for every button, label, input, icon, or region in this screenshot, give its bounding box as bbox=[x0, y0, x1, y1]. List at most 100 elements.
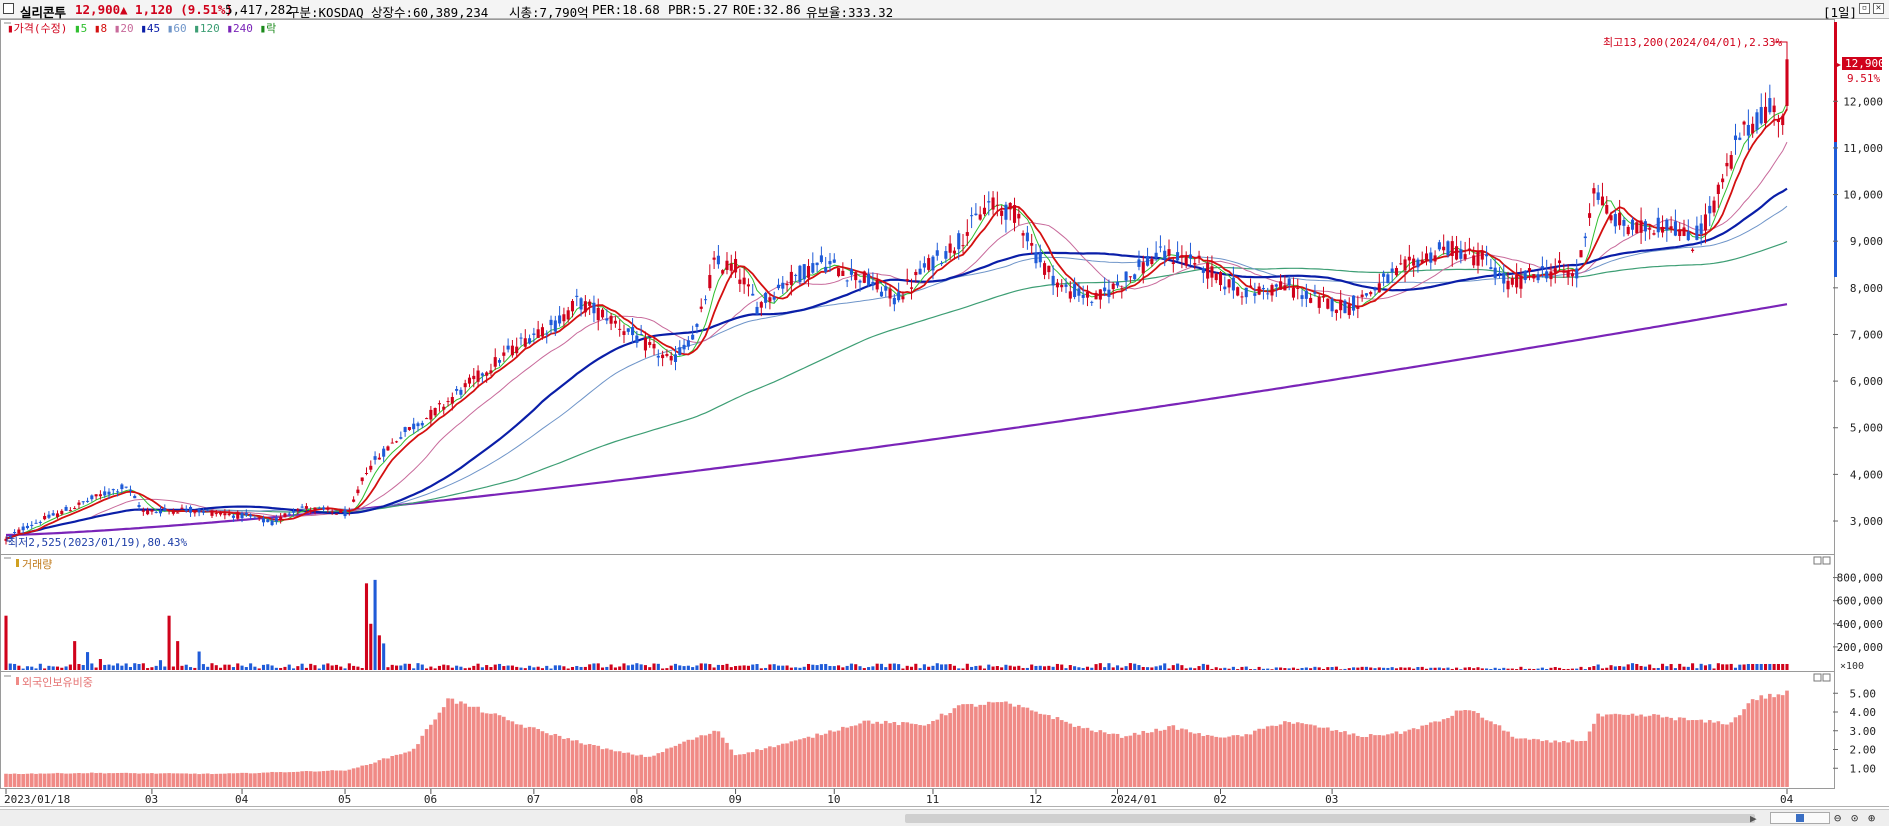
volume-bar bbox=[296, 666, 300, 670]
volume-bar bbox=[1184, 668, 1188, 670]
foreign-ratio-bar bbox=[25, 773, 30, 787]
legend-item[interactable]: ▮240 bbox=[220, 22, 253, 35]
foreign-ratio-bar bbox=[1180, 728, 1184, 787]
foreign-ratio-bar bbox=[407, 751, 412, 787]
restore-button[interactable]: ▫ bbox=[1859, 3, 1870, 14]
close-button[interactable]: ✕ bbox=[1873, 3, 1884, 14]
legend-item[interactable]: ▮5 bbox=[67, 22, 87, 35]
volume-bar bbox=[1502, 667, 1506, 670]
candle-body bbox=[1240, 296, 1244, 298]
volume-bar bbox=[433, 668, 437, 670]
volume-bar bbox=[360, 667, 364, 670]
legend-item[interactable]: ▮45 bbox=[134, 22, 161, 35]
candle-body bbox=[1163, 250, 1167, 260]
volume-bar bbox=[1764, 663, 1768, 670]
volume-bar bbox=[429, 666, 433, 670]
volume-bar bbox=[957, 668, 961, 670]
candle-body bbox=[871, 281, 875, 286]
foreign-panel-max-button[interactable] bbox=[1813, 673, 1822, 682]
volume-bar bbox=[1064, 668, 1068, 670]
zoom-fit-icon[interactable]: ⊙ bbox=[1851, 811, 1859, 825]
zoom-slider[interactable] bbox=[1770, 812, 1830, 824]
volume-bar bbox=[1386, 667, 1390, 670]
candle-body bbox=[1669, 226, 1673, 229]
candle-body bbox=[1154, 252, 1158, 258]
candle-body bbox=[755, 306, 759, 315]
foreign-ratio-bar bbox=[1446, 718, 1450, 787]
volume-bar bbox=[635, 663, 639, 670]
volume-bar bbox=[30, 666, 34, 670]
legend-item[interactable]: ▮60 bbox=[160, 22, 187, 35]
candle-body bbox=[1360, 294, 1364, 297]
legend-item[interactable]: ▮가격(수정) bbox=[7, 22, 67, 35]
foreign-ratio-bar bbox=[278, 771, 283, 787]
volume-bar bbox=[403, 663, 407, 670]
foreign-ratio-bar bbox=[965, 704, 970, 787]
legend-item[interactable]: ▮120 bbox=[187, 22, 220, 35]
zoom-knob[interactable] bbox=[1796, 814, 1804, 822]
foreign-ratio-bar bbox=[819, 735, 824, 787]
foreign-panel-close-button[interactable] bbox=[1822, 673, 1831, 682]
zoom-in-icon[interactable]: ⊕ bbox=[1868, 811, 1876, 825]
ma60-line bbox=[5, 205, 1788, 540]
volume-bar bbox=[322, 664, 326, 670]
candle-body bbox=[128, 489, 132, 491]
stock-chart[interactable]: ▮가격(수정) ▮5 ▮8 ▮20 ▮45 ▮60 ▮120 ▮240 ▮락 거… bbox=[0, 19, 1889, 809]
candle-body bbox=[648, 342, 652, 346]
volume-bar bbox=[1446, 667, 1450, 670]
foreign-ratio-bar bbox=[519, 724, 523, 787]
legend-item[interactable]: ▮락 bbox=[253, 22, 276, 35]
candle-body bbox=[1334, 309, 1338, 313]
candle-body bbox=[721, 270, 725, 274]
candle-body bbox=[116, 491, 120, 493]
candle-body bbox=[339, 510, 343, 513]
foreign-ratio-bar bbox=[450, 698, 455, 787]
candle-body bbox=[1300, 295, 1304, 299]
y-tick-label: 3.00 bbox=[1850, 725, 1877, 738]
foreign-ratio-bar bbox=[750, 752, 755, 787]
foreign-ratio-bar bbox=[1737, 715, 1742, 787]
foreign-ratio-bar bbox=[785, 743, 789, 787]
volume-bar bbox=[691, 667, 695, 670]
volume-panel-max-button[interactable] bbox=[1813, 556, 1822, 565]
foreign-ratio-bar bbox=[188, 773, 193, 787]
volume-bar bbox=[1317, 667, 1321, 670]
foreign-ratio-bar bbox=[287, 772, 292, 787]
foreign-ratio-bar bbox=[205, 773, 210, 787]
candle-body bbox=[596, 308, 600, 321]
horizontal-scrollbar[interactable]: ▶ ⊖ ⊙ ⊕ bbox=[0, 809, 1889, 826]
foreign-ratio-bar bbox=[635, 755, 639, 787]
volume-bar bbox=[613, 667, 617, 670]
foreign-ratio-bar bbox=[1304, 724, 1309, 787]
foreign-ratio-bar bbox=[1055, 717, 1060, 787]
foreign-ratio-bar bbox=[1283, 721, 1287, 787]
volume-bar bbox=[1390, 667, 1394, 670]
period-selector[interactable]: [1일] bbox=[1823, 5, 1858, 20]
window-checkbox[interactable] bbox=[3, 3, 14, 14]
legend-item[interactable]: ▮20 bbox=[107, 22, 134, 35]
candle-body bbox=[1064, 284, 1068, 287]
candle-body bbox=[188, 506, 193, 513]
volume-panel-close-button[interactable] bbox=[1822, 556, 1831, 565]
candle-body bbox=[1545, 271, 1549, 279]
foreign-ratio-bar bbox=[776, 745, 781, 787]
foreign-ratio-bar bbox=[274, 772, 279, 787]
candle-body bbox=[1759, 107, 1763, 124]
scroll-right-arrow[interactable]: ▶ bbox=[1750, 812, 1757, 825]
zoom-out-icon[interactable]: ⊖ bbox=[1834, 811, 1842, 825]
volume-bar bbox=[1558, 667, 1562, 670]
foreign-ratio-bar bbox=[948, 713, 952, 787]
foreign-ratio-bar bbox=[639, 754, 643, 787]
candle-body bbox=[317, 507, 321, 509]
foreign-ratio-bar bbox=[836, 730, 841, 787]
scroll-thumb[interactable] bbox=[905, 814, 1755, 823]
volume-bar bbox=[317, 668, 321, 670]
candle-body bbox=[51, 513, 55, 516]
volume-bar bbox=[1218, 668, 1223, 670]
candle-body bbox=[1296, 287, 1300, 289]
volume-bar bbox=[1137, 665, 1141, 670]
foreign-ratio-bar bbox=[377, 760, 382, 787]
candle-body bbox=[897, 292, 901, 301]
volume-bar bbox=[738, 665, 742, 670]
legend-item[interactable]: ▮8 bbox=[87, 22, 107, 35]
